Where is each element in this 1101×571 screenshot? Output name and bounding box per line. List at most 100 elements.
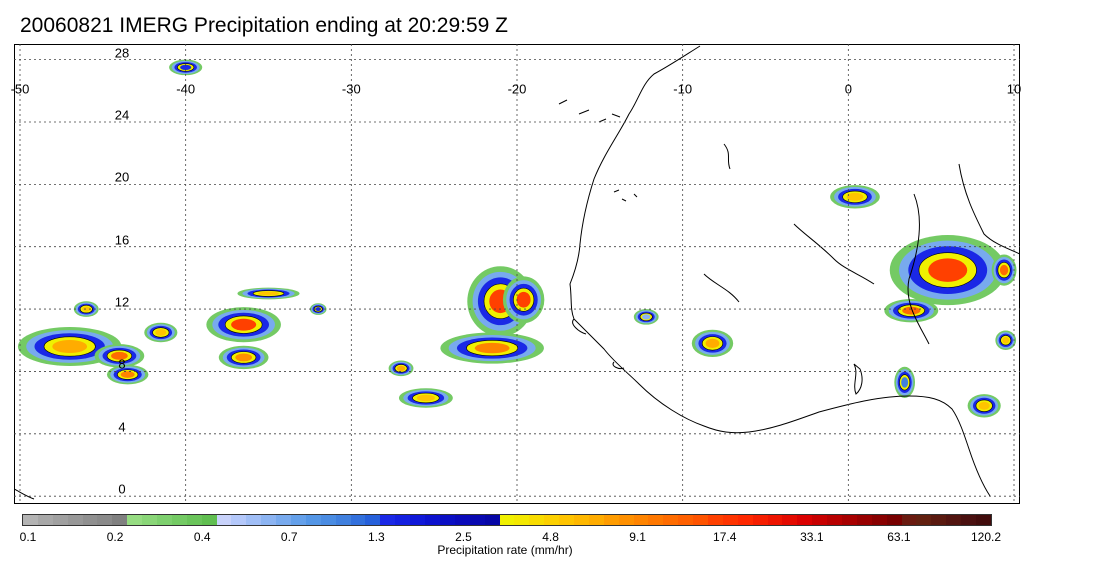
- colorbar-tick-label: 0.4: [193, 530, 211, 544]
- colorbar-swatch: [722, 515, 738, 525]
- colorbar-swatch: [797, 515, 813, 525]
- africa-coast-inlet-1: [572, 318, 587, 335]
- colorbar-tick-label: 17.4: [713, 530, 737, 544]
- precip-contour: [315, 307, 321, 312]
- precip-contour: [901, 377, 909, 388]
- colorbar-swatch: [633, 515, 649, 525]
- colorbar-swatch: [37, 515, 53, 525]
- colorbar-swatch: [588, 515, 604, 525]
- lat-label: 28: [114, 45, 130, 61]
- lat-label: 24: [114, 107, 130, 123]
- colorbar-swatch: [886, 515, 902, 525]
- colorbar-swatch: [23, 515, 38, 525]
- precip-cell: [502, 276, 545, 324]
- lat-label: 16: [114, 232, 130, 248]
- precip-contour: [396, 365, 406, 371]
- colorbar-swatch: [871, 515, 887, 525]
- precip-contour: [902, 306, 921, 315]
- precip-cell: [237, 287, 300, 300]
- precip-cell: [967, 394, 1001, 418]
- lon-label: -50: [10, 81, 30, 97]
- colorbar-swatch: [97, 515, 113, 525]
- precip-contour: [999, 264, 1009, 276]
- colorbar-swatch: [648, 515, 664, 525]
- lat-label: 20: [114, 169, 130, 185]
- colorbar-swatch: [52, 515, 68, 525]
- precip-contour: [231, 318, 257, 331]
- precip-contour: [235, 353, 252, 362]
- precip-cell: [206, 307, 281, 343]
- colorbar-swatch: [171, 515, 187, 525]
- colorbar-swatch: [782, 515, 798, 525]
- colorbar-swatch: [767, 515, 783, 525]
- colorbar-swatch: [916, 515, 932, 525]
- colorbar-title: Precipitation rate (mm/hr): [437, 543, 573, 557]
- precip-contour: [705, 338, 720, 348]
- precip-contour: [1002, 336, 1010, 344]
- colorbar-tick-label: 0.7: [280, 530, 298, 544]
- colorbar-swatch: [931, 515, 947, 525]
- colorbar-swatch: [380, 515, 396, 525]
- inland-river-3: [723, 143, 731, 170]
- precip-contour: [978, 401, 990, 410]
- precip-contour: [516, 291, 531, 308]
- precip-contour: [928, 258, 968, 282]
- colorbar-swatch: [514, 515, 530, 525]
- precip-cell: [144, 322, 178, 343]
- precip-contour: [416, 394, 435, 402]
- precip-cell: [884, 298, 939, 323]
- lon-label: -20: [507, 81, 527, 97]
- inland-river-2: [958, 163, 1020, 255]
- colorbar-swatch: [663, 515, 679, 525]
- colorbar-tick-label: 1.3: [368, 530, 385, 544]
- precip-contour: [474, 342, 510, 354]
- colorbar-swatch: [841, 515, 857, 525]
- map-title: 20060821 IMERG Precipitation ending at 2…: [20, 14, 508, 37]
- precip-cell: [830, 185, 880, 209]
- colorbar-swatch: [544, 515, 560, 525]
- lon-label: 0: [844, 81, 852, 97]
- colorbar-swatch: [618, 515, 634, 525]
- precip-cell: [169, 59, 203, 76]
- lat-label: 4: [118, 419, 126, 435]
- precip-cell: [218, 345, 269, 370]
- africa-coast-inlet-2: [612, 361, 625, 369]
- precip-contour: [120, 371, 135, 378]
- colorbar-tick-label: 9.1: [629, 530, 646, 544]
- colorbar-swatch: [365, 515, 381, 525]
- precip-contour: [258, 291, 279, 296]
- precip-cell: [633, 309, 659, 325]
- colorbar-tick-label: 120.2: [970, 530, 1002, 544]
- colorbar-swatch: [559, 515, 574, 525]
- colorbar-swatch: [82, 515, 98, 525]
- colorbar-swatch: [752, 515, 768, 525]
- precip-contour: [52, 339, 88, 354]
- precip-contour: [180, 64, 192, 71]
- colorbar-swatch: [67, 515, 83, 525]
- colorbar-tick-label: 4.8: [542, 530, 559, 544]
- colorbar-swatch: [499, 515, 515, 525]
- precip-contour: [642, 314, 651, 320]
- precip-cell: [94, 344, 145, 368]
- colorbar-tick-label: 0.1: [19, 530, 37, 544]
- precipitation-map[interactable]: [14, 44, 1020, 504]
- colorbar-swatch: [410, 515, 426, 525]
- coastline-layer: [14, 45, 1020, 500]
- precip-cell: [398, 388, 453, 408]
- lat-label: 0: [118, 481, 126, 497]
- colorbar-swatch: [707, 515, 723, 525]
- precip-cell: [440, 332, 544, 364]
- precip-cell: [894, 366, 916, 398]
- colorbar-swatch: [350, 515, 366, 525]
- colorbar-swatch: [320, 515, 336, 525]
- colorbar-swatch: [827, 515, 842, 525]
- precip-contour: [111, 351, 128, 360]
- colorbar-swatch: [305, 515, 321, 525]
- colorbar-swatch: [439, 515, 455, 525]
- colorbar-swatch: [425, 515, 440, 525]
- precip-cell: [691, 329, 734, 358]
- graticule: [14, 44, 1020, 504]
- lat-label: 8: [118, 356, 126, 372]
- colorbar-swatch: [127, 515, 143, 525]
- colorbar-swatch: [186, 515, 202, 525]
